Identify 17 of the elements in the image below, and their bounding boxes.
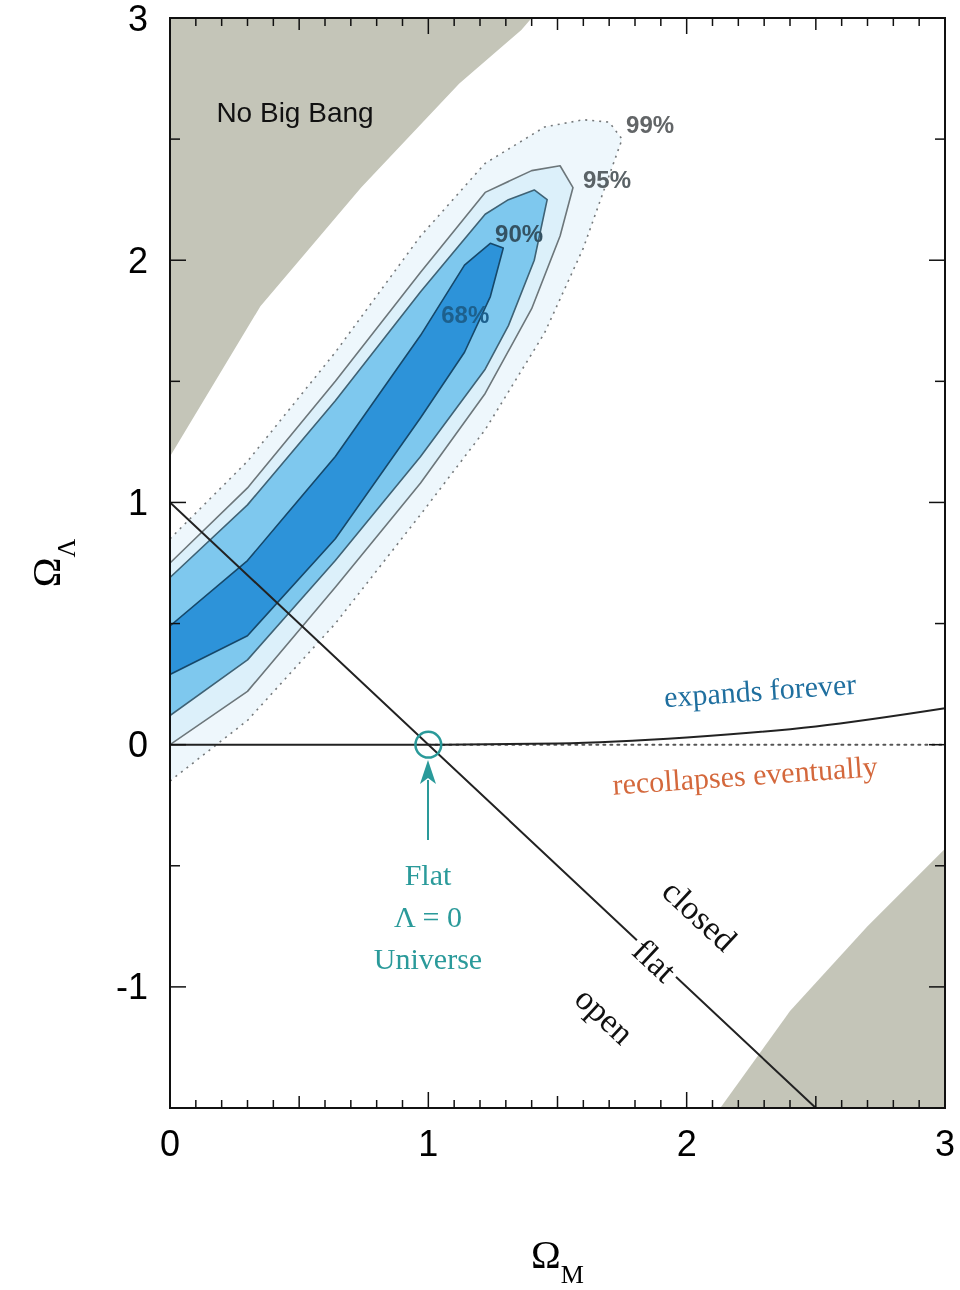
x-tick-label: 3 (934, 1123, 956, 1164)
y-tick-label: 1 (127, 482, 148, 524)
x-axis-title: Ω$_{M}$ (531, 1232, 584, 1289)
annotation: expands forever (662, 666, 858, 714)
annotation: Flat Λ = 0 Universe (373, 858, 483, 975)
y-tick-label: 3 (127, 0, 148, 39)
y-tick-label: 2 (127, 239, 148, 281)
annotation: open (567, 979, 642, 1052)
x-tick-label: 0 (159, 1123, 181, 1164)
y-tick-label: -1 (115, 966, 148, 1008)
x-tick-label: 2 (676, 1123, 697, 1164)
x-tick-label: 1 (418, 1123, 439, 1164)
annotation: recollapses eventually (611, 749, 879, 801)
y-tick-label: 0 (127, 724, 148, 766)
series-label: 99% (626, 111, 675, 139)
annotation: No Big Bang (216, 96, 374, 128)
series-label: 95% (583, 165, 632, 193)
